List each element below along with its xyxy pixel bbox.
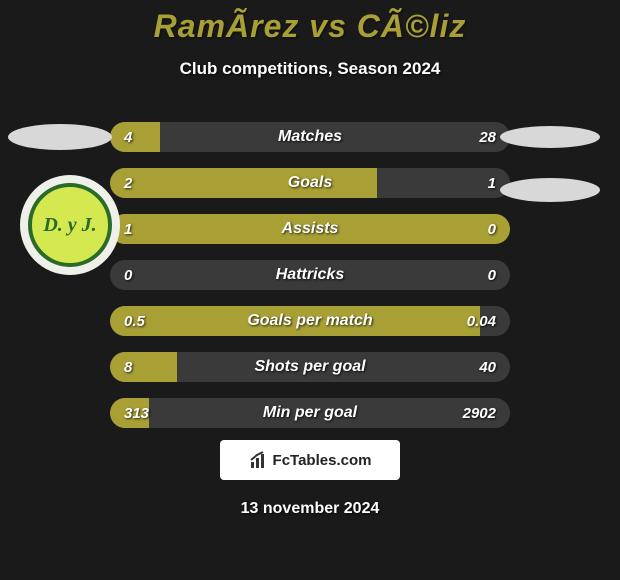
stat-label: Matches — [110, 122, 510, 152]
photo-placeholder-ellipse — [500, 126, 600, 148]
comparison-title: RamÃ­rez vs CÃ©liz — [0, 8, 620, 45]
stat-bar-row: 428Matches — [110, 122, 510, 152]
stats-bars: 428Matches 21Goals 10Assists 00Hattricks 0.5… — [110, 122, 510, 444]
stat-bar-row: 3132902Min per goal — [110, 398, 510, 428]
stat-label: Goals — [110, 168, 510, 198]
stat-label: Goals per match — [110, 306, 510, 336]
stat-label: Hattricks — [110, 260, 510, 290]
photo-placeholder-ellipse — [500, 178, 600, 202]
stat-label: Assists — [110, 214, 510, 244]
comparison-subtitle: Club competitions, Season 2024 — [0, 59, 620, 79]
footer-date: 13 november 2024 — [0, 500, 620, 518]
footer-brand-box: FcTables.com — [220, 440, 400, 480]
chart-icon — [249, 450, 269, 470]
club-badge-text: D. y J. — [28, 183, 112, 267]
footer-brand-text: FcTables.com — [273, 452, 372, 469]
stat-bar-row: 00Hattricks — [110, 260, 510, 290]
stat-bar-row: 10Assists — [110, 214, 510, 244]
stat-label: Min per goal — [110, 398, 510, 428]
stat-bar-row: 840Shots per goal — [110, 352, 510, 382]
photo-placeholder-ellipse — [8, 124, 112, 150]
club-badge: D. y J. — [20, 175, 120, 275]
stat-bar-row: 21Goals — [110, 168, 510, 198]
stat-label: Shots per goal — [110, 352, 510, 382]
stat-bar-row: 0.50.04Goals per match — [110, 306, 510, 336]
